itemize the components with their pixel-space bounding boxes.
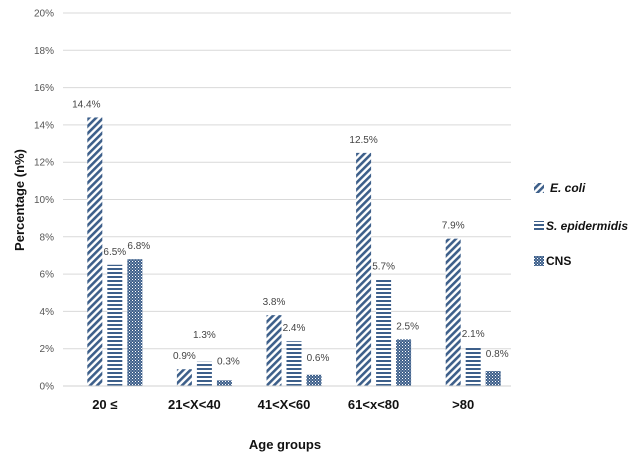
data-label: 1.3% (193, 330, 216, 341)
data-label: 12.5% (349, 135, 377, 146)
x-axis-title: Age groups (249, 437, 321, 452)
data-label: 0.6% (307, 353, 330, 364)
data-label: 0.9% (173, 351, 196, 362)
bar (356, 152, 372, 386)
legend-swatch (534, 256, 544, 266)
x-tick-label: 61<x<80 (348, 397, 399, 412)
y-tick-label: 12% (34, 158, 54, 169)
bar (127, 259, 143, 386)
x-tick-label: 20 ≤ (92, 397, 117, 412)
data-label: 2.1% (462, 329, 485, 340)
bar (216, 380, 232, 386)
bar (306, 374, 322, 386)
legend-label: S. epidermidis (546, 219, 628, 233)
legend: E. coli S. epidermidis CNS (534, 181, 628, 268)
bar (485, 371, 501, 386)
data-label: 7.9% (442, 221, 465, 232)
data-label: 0.3% (217, 356, 240, 367)
bar (445, 238, 461, 386)
bar (107, 264, 123, 386)
y-tick-label: 6% (40, 270, 55, 281)
y-tick-label: 20% (34, 9, 54, 20)
y-tick-label: 10% (34, 195, 54, 206)
y-tick-label: 14% (34, 120, 54, 131)
bar (396, 339, 412, 386)
data-label: 2.4% (283, 323, 306, 334)
y-tick-label: 0% (40, 382, 55, 393)
data-label: 0.8% (486, 349, 509, 360)
legend-label: CNS (546, 254, 571, 268)
legend-swatch (534, 221, 544, 231)
x-tick-label: 41<X<60 (258, 397, 311, 412)
bar (87, 117, 103, 386)
data-label: 5.7% (372, 262, 395, 273)
y-tick-label: 4% (40, 307, 55, 318)
legend-swatch (534, 183, 544, 193)
data-label: 14.4% (72, 99, 100, 110)
bar (376, 279, 392, 386)
bar (266, 315, 282, 386)
data-label: 6.8% (127, 241, 150, 252)
bar (286, 341, 302, 386)
y-tick-label: 16% (34, 83, 54, 94)
data-label: 2.5% (396, 321, 419, 332)
x-axis-categories: 20 ≤ 21<X<40 41<X<60 61<x<80 >80 (92, 397, 474, 412)
data-label: 3.8% (263, 297, 286, 308)
bars (87, 117, 501, 386)
bar (196, 361, 212, 386)
data-label: 6.5% (103, 247, 126, 258)
y-tick-label: 8% (40, 232, 55, 243)
y-axis-ticks: 0% 2% 4% 6% 8% 10% 12% 14% 16% 18% 20% (34, 9, 54, 393)
y-axis-title: Percentage (n%) (12, 149, 27, 251)
x-tick-label: 21<X<40 (168, 397, 221, 412)
data-labels: 14.4% 6.5%6.8% 0.9% 1.3% 0.3% 3.8% 2.4% 0.6% 12.… (72, 99, 509, 367)
x-tick-label: >80 (452, 397, 474, 412)
legend-label: E. coli (550, 181, 586, 195)
bar (465, 346, 481, 386)
y-tick-label: 18% (34, 46, 54, 57)
bar (176, 369, 192, 386)
y-tick-label: 2% (40, 344, 55, 355)
